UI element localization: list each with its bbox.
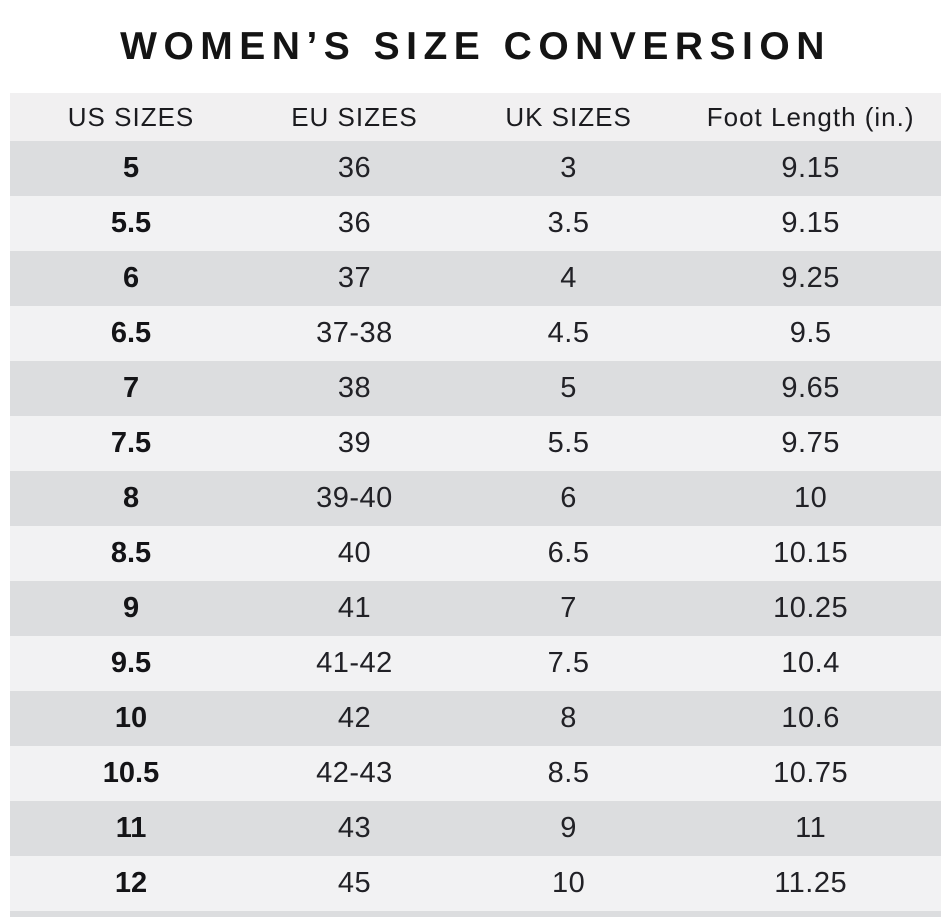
table-cell: 10.25 [680,581,941,636]
table-cell: 6.5 [456,526,681,581]
table-cell: 41-42 [252,636,457,691]
table-body: 5 36 3 9.15 5.5 36 3.5 9.15 6 37 4 9.25 6.5 37-38 4.5 9… [10,141,941,911]
table-cell: 9.25 [680,251,941,306]
table-cell: 9.5 [10,636,253,691]
table-row: 5 36 3 9.15 [10,141,941,196]
column-header-3: Foot Length (in.) [680,93,941,141]
table-row: 8.5 40 6.5 10.15 [10,526,941,581]
table-cell: 41 [252,581,457,636]
table-cell: 6 [10,251,253,306]
table-cell: 42-43 [252,746,457,801]
size-conversion-table: US SIZES EU SIZES UK SIZES Foot Length (in.… [10,93,941,911]
table-cell: 10.5 [10,746,253,801]
table-cell: 10.75 [680,746,941,801]
page-title: WOMEN’S SIZE CONVERSION [120,24,831,68]
table-cell: 7.5 [456,636,681,691]
table-cell: 5.5 [10,196,253,251]
table-row: 11 43 9 11 [10,801,941,856]
table-row: 7.5 39 5.5 9.75 [10,416,941,471]
table-cell: 39 [252,416,457,471]
table-row: 12 45 10 11.25 [10,856,941,911]
table-cell: 6 [456,471,681,526]
table-cell: 36 [252,141,457,196]
table-cell: 11.25 [680,856,941,911]
table-cell: 42 [252,691,457,746]
table-cell: 38 [252,361,457,416]
table-cell: 9.65 [680,361,941,416]
table-cell: 7.5 [10,416,253,471]
table-cell: 10.6 [680,691,941,746]
table-cell: 10 [680,471,941,526]
table-cell: 11 [10,801,253,856]
table-cell: 9.15 [680,196,941,251]
table-cell: 8.5 [456,746,681,801]
table-cell: 45 [252,856,457,911]
table-cell: 9.15 [680,141,941,196]
table-cell: 9.75 [680,416,941,471]
table-cell: 8.5 [10,526,253,581]
table-row: 9.5 41-42 7.5 10.4 [10,636,941,691]
table-cell: 8 [456,691,681,746]
table-row: 7 38 5 9.65 [10,361,941,416]
table-cell: 12 [10,856,253,911]
column-header-1: EU SIZES [252,93,457,141]
table-cell: 11 [680,801,941,856]
table-header-row: US SIZES EU SIZES UK SIZES Foot Length (in.… [10,93,941,141]
table-cell: 6.5 [10,306,253,361]
table-cell: 4.5 [456,306,681,361]
table-cell: 10 [456,856,681,911]
column-header-0: US SIZES [10,93,253,141]
table-cell: 36 [252,196,457,251]
table-row: 8 39-40 6 10 [10,471,941,526]
table-row: 10.5 42-43 8.5 10.75 [10,746,941,801]
column-header-2: UK SIZES [456,93,681,141]
table-row: 10 42 8 10.6 [10,691,941,746]
table-row: 9 41 7 10.25 [10,581,941,636]
table-cell: 9 [10,581,253,636]
table-cell: 5 [456,361,681,416]
table-cell: 7 [10,361,253,416]
table-cell: 7 [456,581,681,636]
table-row: 5.5 36 3.5 9.15 [10,196,941,251]
table-cell: 5 [10,141,253,196]
table-cell: 37-38 [252,306,457,361]
table-row: 6.5 37-38 4.5 9.5 [10,306,941,361]
table-cell: 4 [456,251,681,306]
table-cell: 8 [10,471,253,526]
table-cell: 9 [456,801,681,856]
table-cell: 10.15 [680,526,941,581]
table-cell: 40 [252,526,457,581]
table-cell: 37 [252,251,457,306]
table-row: 6 37 4 9.25 [10,251,941,306]
table-cell: 43 [252,801,457,856]
table-bottom-strip [10,911,941,917]
title-bar: WOMEN’S SIZE CONVERSION [0,0,951,93]
table-cell: 39-40 [252,471,457,526]
table-cell: 3.5 [456,196,681,251]
table-cell: 5.5 [456,416,681,471]
table-cell: 3 [456,141,681,196]
table-cell: 10.4 [680,636,941,691]
table-cell: 9.5 [680,306,941,361]
table-cell: 10 [10,691,253,746]
